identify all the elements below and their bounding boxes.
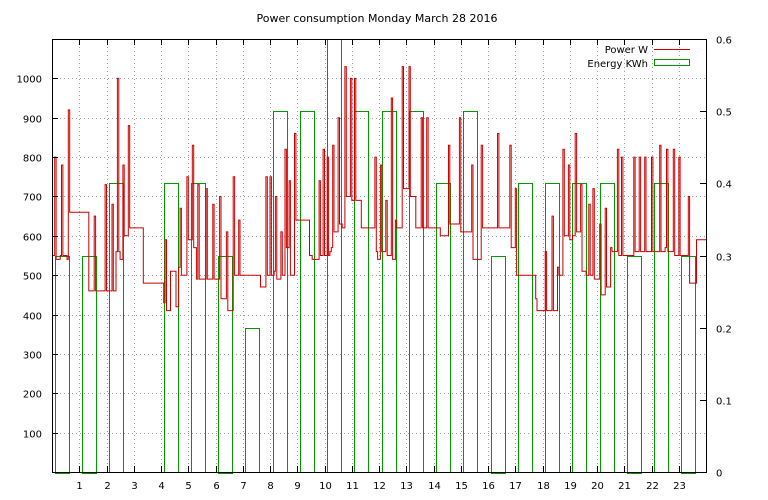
energy-bar [627, 256, 642, 474]
legend-energy-label: Energy KWh [587, 59, 648, 70]
legend-energy-swatch [654, 59, 690, 66]
energy-bar [55, 256, 70, 474]
legend: Power W Energy KWh [587, 45, 690, 70]
y-tick-label: 400 [23, 312, 42, 323]
y2-tick-label: 0.1 [716, 397, 732, 408]
x-tick-label: 16 [482, 481, 495, 492]
energy-bar [572, 183, 587, 473]
power-line-series [52, 66, 706, 312]
x-tick-label: 3 [131, 481, 137, 492]
x-tick-label: 23 [673, 481, 686, 492]
energy-bar [463, 111, 478, 473]
x-tick-label: 1 [76, 481, 82, 492]
y-tick-label: 300 [23, 351, 42, 362]
x-tick-label: 17 [509, 481, 522, 492]
x-tick-label: 5 [185, 481, 191, 492]
x-tick-label: 14 [428, 481, 441, 492]
y2-tick-label: 0.4 [716, 180, 732, 191]
x-tick-label: 11 [346, 481, 359, 492]
y2-tick-label: 0.3 [716, 253, 732, 264]
x-tick-label: 9 [294, 481, 300, 492]
energy-bar [82, 256, 97, 474]
energy-bar [354, 111, 369, 473]
y2-tick-label: 0.2 [716, 325, 732, 336]
energy-bar [518, 183, 533, 473]
power-line [52, 66, 706, 312]
x-tick-label: 18 [537, 481, 550, 492]
x-tick-label: 8 [267, 481, 273, 492]
y-tick-label: 200 [23, 390, 42, 401]
x-tick-label: 10 [319, 481, 332, 492]
energy-bar [600, 183, 615, 473]
energy-bar [382, 111, 397, 473]
x-tick-label: 7 [240, 481, 246, 492]
energy-bar [218, 256, 233, 474]
energy-bar [164, 183, 179, 473]
x-tick-label: 20 [591, 481, 604, 492]
y-tick-label: 700 [23, 193, 42, 204]
y-tick-label: 800 [23, 154, 42, 165]
energy-bar [681, 256, 696, 474]
y-tick-label: 900 [23, 115, 42, 126]
y-tick-label: 100 [23, 430, 42, 441]
y-tick-label: 1000 [17, 75, 42, 86]
y2-tick-label: 0.5 [716, 108, 732, 119]
energy-bar [491, 256, 506, 474]
energy-bar [245, 328, 260, 473]
x-tick-label: 6 [213, 481, 219, 492]
chart-title: Power consumption Monday March 28 2016 [257, 12, 498, 25]
x-tick-label: 19 [564, 481, 577, 492]
plot-frame [52, 39, 707, 473]
legend-power-label: Power W [605, 45, 648, 56]
y2-tick-label: 0 [716, 469, 722, 480]
x-tick-label: 21 [618, 481, 631, 492]
y-tick-label: 500 [23, 272, 42, 283]
x-tick-label: 22 [646, 481, 659, 492]
x-tick-label: 15 [455, 481, 468, 492]
x-tick-label: 2 [104, 481, 110, 492]
y-tick-label: 600 [23, 233, 42, 244]
grid [52, 39, 706, 472]
energy-bar [300, 111, 315, 473]
x-tick-label: 4 [158, 481, 164, 492]
x-tick-label: 13 [400, 481, 413, 492]
y2-tick-label: 0.6 [716, 36, 732, 47]
x-tick-label: 12 [373, 481, 386, 492]
